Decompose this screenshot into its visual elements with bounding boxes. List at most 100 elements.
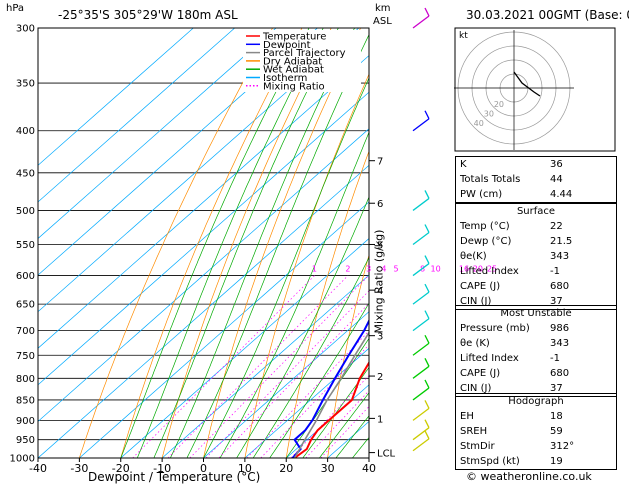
wind-barb (412, 318, 430, 332)
x-tick-label: 10 (238, 462, 252, 475)
x-tick-label: 30 (321, 462, 335, 475)
wind-barb-feather (424, 430, 430, 440)
pressure-tick-label: 600 (16, 271, 35, 282)
wind-barb (412, 263, 430, 277)
most-unstable-label: Lifted Index (460, 353, 519, 364)
y-axis-label: Mixing Ratio (g/kg) (372, 229, 386, 334)
most-unstable-row: CIN (J) 37 (456, 381, 616, 396)
hodograph-stat-value: 18 (550, 411, 563, 422)
hodograph-unit: kt (459, 31, 468, 41)
km-tick-label: 1 (377, 414, 383, 425)
pressure-tick-label: 450 (16, 168, 35, 179)
mixing-ratio-label: 3 (366, 265, 371, 274)
surface-row: CIN (J) 37 (456, 294, 616, 309)
wind-barb (412, 118, 430, 132)
wind-barbs (412, 7, 430, 452)
x-tick-label: -40 (29, 462, 47, 475)
datetime-title: 30.03.2021 00GMT (Base: 00) (466, 8, 629, 22)
pressure-tick-label: 850 (16, 395, 35, 406)
km-tick-label: 6 (377, 199, 383, 210)
wind-barb-feather (424, 255, 430, 264)
mixing-ratio-label: 16 (459, 265, 469, 274)
indices-table: K 36 Totals Totals 44 PW (cm) 4.44 (455, 156, 617, 203)
index-label: PW (cm) (460, 189, 503, 200)
isotherm-line (38, 28, 235, 203)
x-tick-label: 0 (200, 462, 207, 475)
pressure-tick-label: 500 (16, 206, 35, 217)
isotherm-line (286, 384, 369, 458)
isotherm-line (38, 128, 369, 422)
hodograph-stat-value: 19 (550, 456, 563, 467)
wind-barb-feather (424, 419, 430, 428)
legend-entry: Dewpoint (263, 40, 311, 51)
wind-barb-feather (424, 190, 430, 199)
mixing-ratio-line (132, 275, 315, 458)
wet-adiabat-line (136, 28, 324, 458)
most-unstable-row: θe (K) 343 (456, 336, 616, 351)
wet-adiabat-line (252, 256, 369, 458)
wet-adiabat-line (319, 392, 369, 458)
mixing-ratio-line (167, 275, 349, 458)
most-unstable-row: Pressure (mb) 986 (456, 321, 616, 336)
surface-label: Dewp (°C) (460, 236, 512, 247)
wind-barb (412, 365, 430, 379)
wind-barb-feather (424, 358, 430, 367)
isotherm-line (38, 28, 277, 239)
index-row: Totals Totals 44 (456, 172, 616, 187)
hodograph-ring-label: 20 (494, 100, 504, 109)
index-value: 44 (550, 174, 563, 185)
pressure-tick-label: 350 (16, 79, 35, 90)
x-tick-label: 20 (279, 462, 293, 475)
mixing-ratio-label: 5 (394, 265, 399, 274)
wind-barb (412, 291, 430, 305)
mixing-ratio-label: 1 (312, 265, 317, 274)
isotherm-line (244, 347, 369, 458)
wet-adiabat-line (170, 28, 355, 458)
index-value: 36 (550, 159, 563, 170)
km-tick-label: LCL (377, 449, 396, 460)
wind-barb (412, 407, 430, 421)
most-unstable-title: Most Unstable (500, 308, 572, 319)
most-unstable-table: Most Unstable Pressure (mb) 986 θe (K) 343 L… (455, 305, 617, 397)
hodograph-stat-value: 59 (550, 426, 563, 437)
legend-entry: Temperature (262, 32, 326, 43)
surface-value: 680 (550, 281, 570, 292)
hodograph-table-title: Hodograph (508, 396, 564, 407)
index-row: PW (cm) 4.44 (456, 187, 616, 202)
legend-box (243, 30, 361, 92)
pressure-tick-label: 700 (16, 326, 35, 337)
parcel-trajectory-line (293, 331, 369, 458)
surface-value: 21.5 (550, 236, 573, 247)
x-tick-label: -30 (70, 462, 88, 475)
pressure-tick-label: 550 (16, 240, 35, 251)
most-unstable-value: 37 (550, 383, 563, 394)
surface-label: CAPE (J) (460, 281, 501, 292)
pressure-tick-label: 300 (16, 24, 35, 35)
mixing-ratio-line (246, 330, 369, 458)
dry-adiabat-line (203, 28, 361, 458)
pressure-tick-label: 650 (16, 300, 35, 311)
wind-barb-feather (424, 334, 430, 344)
isotherm-line (161, 274, 369, 458)
wet-adiabat-line (286, 337, 369, 458)
most-unstable-label: CAPE (J) (460, 368, 501, 379)
most-unstable-value: 343 (550, 338, 570, 349)
dry-adiabat-line (120, 28, 303, 458)
isotherm-line (38, 164, 369, 458)
most-unstable-label: Pressure (mb) (460, 323, 530, 334)
wind-barb (412, 15, 430, 29)
hodograph-stat-row: EH 18 (456, 409, 616, 424)
surface-value: 22 (550, 221, 563, 232)
wind-barb-feather (424, 379, 430, 389)
isotherm-line (38, 28, 318, 276)
wind-barb (412, 231, 430, 246)
pressure-tick-label: 1000 (10, 454, 35, 465)
most-unstable-label: θe (K) (460, 338, 490, 349)
legend-entry: Dry Adiabat (263, 56, 322, 67)
asl-unit: ASL (373, 16, 392, 27)
most-unstable-row: CAPE (J) 680 (456, 366, 616, 381)
isotherm-line (38, 28, 360, 313)
hodograph-trace (513, 71, 541, 97)
mixing-ratio-line (218, 302, 369, 458)
hodograph-ring-label: 40 (474, 119, 484, 128)
